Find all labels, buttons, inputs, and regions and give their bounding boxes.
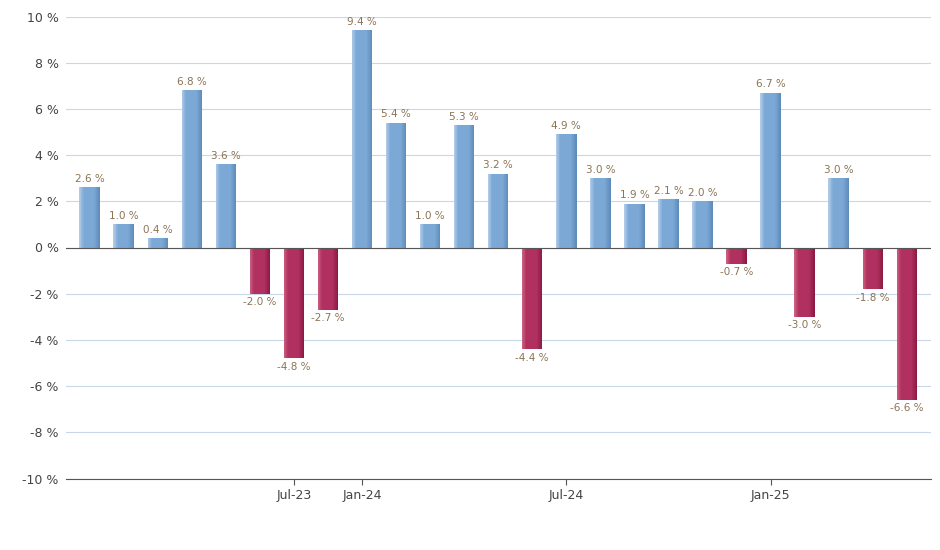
Text: 6.7 %: 6.7 % — [756, 79, 786, 89]
Text: 1.0 %: 1.0 % — [109, 211, 138, 221]
Text: -1.8 %: -1.8 % — [856, 293, 889, 303]
Text: 4.9 %: 4.9 % — [552, 121, 581, 131]
Text: -4.4 %: -4.4 % — [515, 353, 549, 362]
Text: 2.1 %: 2.1 % — [653, 185, 683, 195]
Text: 3.2 %: 3.2 % — [483, 160, 513, 170]
Text: -2.0 %: -2.0 % — [243, 297, 276, 307]
Text: 3.0 %: 3.0 % — [823, 165, 854, 175]
Text: -4.8 %: -4.8 % — [277, 362, 310, 372]
Text: -0.7 %: -0.7 % — [720, 267, 753, 277]
Text: -6.6 %: -6.6 % — [890, 404, 923, 414]
Text: 0.4 %: 0.4 % — [143, 225, 173, 235]
Text: 5.3 %: 5.3 % — [449, 112, 479, 122]
Text: 5.4 %: 5.4 % — [382, 109, 411, 119]
Text: 6.8 %: 6.8 % — [177, 77, 207, 87]
Text: 2.6 %: 2.6 % — [75, 174, 104, 184]
Text: 1.9 %: 1.9 % — [619, 190, 650, 200]
Text: 9.4 %: 9.4 % — [347, 17, 377, 27]
Text: 3.6 %: 3.6 % — [211, 151, 241, 161]
Text: 3.0 %: 3.0 % — [586, 165, 615, 175]
Text: -2.7 %: -2.7 % — [311, 314, 345, 323]
Text: 1.0 %: 1.0 % — [415, 211, 445, 221]
Text: 2.0 %: 2.0 % — [688, 188, 717, 198]
Text: -3.0 %: -3.0 % — [788, 320, 822, 330]
